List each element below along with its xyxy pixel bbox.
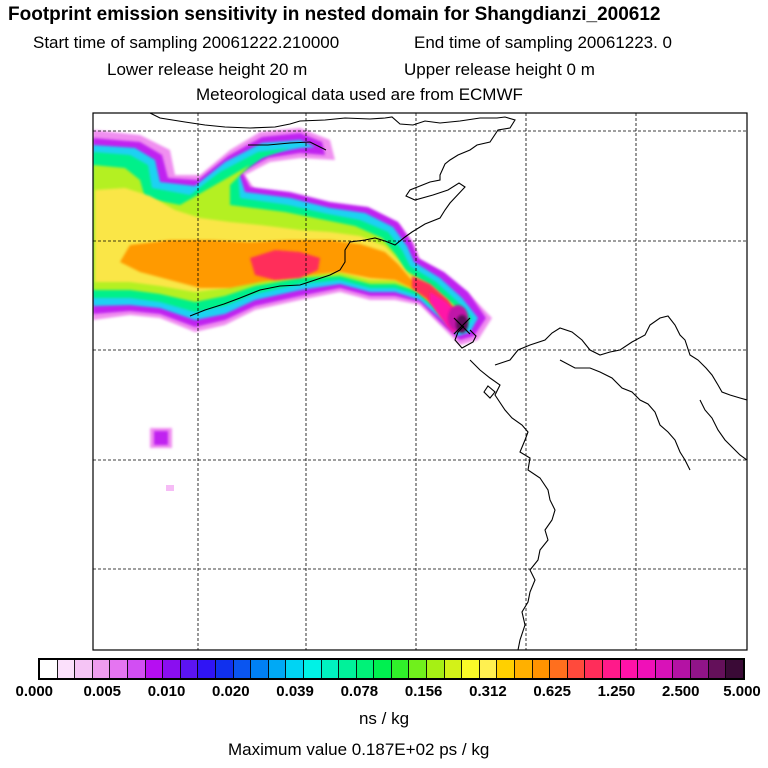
colorbar-segment	[286, 660, 304, 678]
colorbar-segment	[427, 660, 445, 678]
colorbar	[38, 658, 745, 680]
colorbar-tick-label: 0.020	[212, 683, 250, 700]
plume-contour-8	[250, 250, 320, 280]
map-frame	[92, 112, 748, 651]
colorbar-segment	[708, 660, 727, 678]
colorbar-tick-label: 5.000	[723, 683, 761, 700]
colorbar-segment	[198, 660, 216, 678]
start-time-label: Start time of sampling 20061222.210000	[33, 33, 340, 52]
border-line	[149, 113, 516, 317]
colorbar-segment	[303, 660, 322, 678]
colorbar-segment	[462, 660, 480, 678]
maximum-value-label: Maximum value 0.187E+02 ps / kg	[228, 740, 490, 759]
colorbar-segment	[57, 660, 76, 678]
colorbar-tick-label: 1.250	[597, 683, 636, 700]
colorbar-segment	[339, 660, 357, 678]
coast-peninsula	[469, 359, 556, 650]
station-marker	[453, 317, 471, 335]
colorbar-segment	[497, 660, 516, 678]
colorbar-segment	[110, 660, 128, 678]
colorbar-segment	[638, 660, 656, 678]
colorbar-tick-label: 0.010	[147, 683, 186, 700]
station-marker-line-b	[453, 317, 471, 335]
colorbar-tick-label: 0.039	[276, 683, 314, 700]
plume-contour-7	[120, 240, 456, 320]
colorbar-segment	[268, 660, 287, 678]
colorbar-segment	[251, 660, 269, 678]
colorbar-tick-label: 0.312	[469, 683, 507, 700]
colorbar-segment	[603, 660, 621, 678]
plume-blob-inner	[154, 431, 168, 445]
plume-blob-tiny	[166, 485, 174, 491]
colorbar-segment	[233, 660, 252, 678]
river-line	[248, 141, 327, 151]
colorbar-segment	[655, 660, 674, 678]
colorbar-unit: ns / kg	[358, 709, 410, 728]
end-time-label: End time of sampling 20061223. 0	[414, 33, 673, 52]
colorbar-segment	[444, 660, 463, 678]
plume-layer	[93, 128, 492, 491]
colorbar-tick-label: 0.005	[83, 683, 122, 700]
colorbar-segment	[215, 660, 234, 678]
colorbar-segment	[515, 660, 533, 678]
colorbar-tick-label: 0.000	[15, 683, 54, 700]
coast-station	[454, 325, 477, 349]
coast-inner	[559, 359, 691, 471]
colorbar-segment	[163, 660, 181, 678]
colorbar-tick-labels: 0.000 0.005 0.010 0.020 0.039 0.078 0.156 0.312…	[0, 683, 768, 703]
colorbar-segment	[127, 660, 146, 678]
upper-release-label: Upper release height 0 m	[404, 60, 595, 79]
colorbar-segment	[585, 660, 603, 678]
colorbar-segment	[479, 660, 498, 678]
colorbar-tick-label: 2.500	[661, 683, 700, 700]
grid-layer	[93, 113, 747, 650]
met-data-label: Meteorological data used are from ECMWF	[196, 85, 523, 104]
coast-korea	[494, 315, 747, 401]
colorbar-segment	[532, 660, 551, 678]
colorbar-tick-label: 0.625	[533, 683, 571, 700]
colorbar-tick-label: 0.078	[340, 683, 379, 700]
coast-island	[483, 385, 496, 399]
coastline-layer	[149, 113, 747, 650]
lower-release-label: Lower release height 20 m	[107, 60, 308, 79]
colorbar-segment	[690, 660, 709, 678]
colorbar-segment	[620, 660, 639, 678]
colorbar-segment	[726, 660, 743, 678]
colorbar-segment	[356, 660, 375, 678]
colorbar-segment	[75, 660, 93, 678]
colorbar-segment	[321, 660, 340, 678]
colorbar-segment	[145, 660, 164, 678]
colorbar-tick-label: 0.156	[404, 683, 443, 700]
colorbar-segment	[673, 660, 691, 678]
colorbar-segment	[92, 660, 111, 678]
figure-title: Footprint emission sensitivity in nested…	[8, 4, 661, 25]
colorbar-segment	[567, 660, 586, 678]
colorbar-segment	[40, 660, 58, 678]
colorbar-segment	[180, 660, 199, 678]
coast-east	[699, 399, 747, 461]
colorbar-segment	[550, 660, 568, 678]
colorbar-segment	[391, 660, 410, 678]
colorbar-segment	[374, 660, 392, 678]
colorbar-segment	[409, 660, 428, 678]
